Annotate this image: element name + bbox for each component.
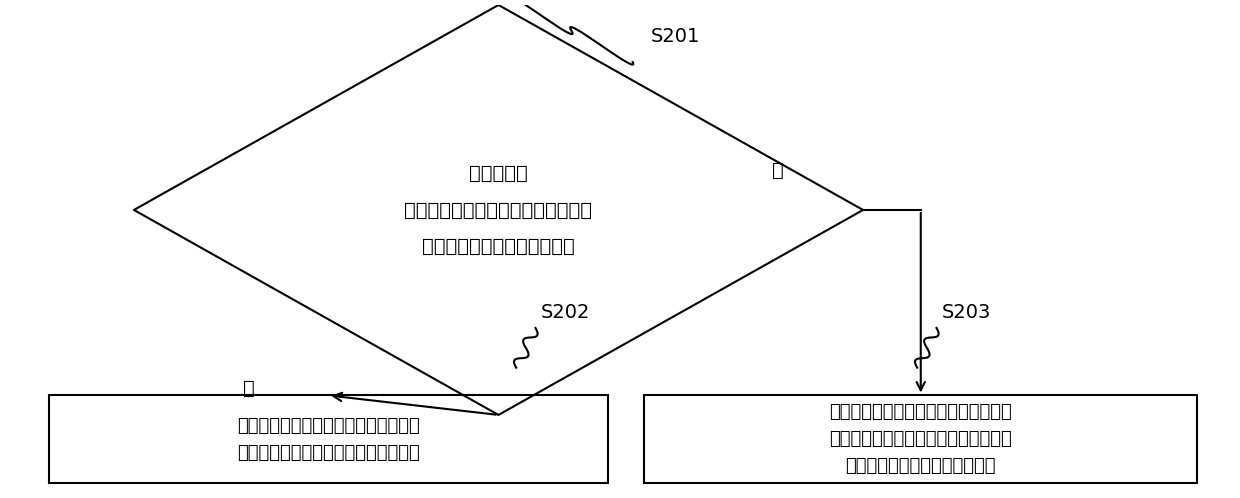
Text: 个音轨的数据发送给所述第一收听设备: 个音轨的数据发送给所述第一收听设备	[237, 444, 419, 462]
Text: 音轨对应的第一声音传输通道: 音轨对应的第一声音传输通道	[422, 237, 575, 256]
FancyBboxPatch shape	[645, 395, 1198, 483]
FancyBboxPatch shape	[48, 395, 608, 483]
Text: 是: 是	[243, 378, 255, 397]
Text: S203: S203	[942, 303, 992, 322]
Text: 判断当前的: 判断当前的	[469, 164, 528, 183]
Text: 创建所述第一声音传输通道，并通过所: 创建所述第一声音传输通道，并通过所	[830, 403, 1012, 421]
Text: S201: S201	[650, 27, 699, 46]
Text: 通过所述第一声音传输通道将所述下一: 通过所述第一声音传输通道将所述下一	[237, 417, 419, 435]
Text: 的数据发送给所述第一收听设备: 的数据发送给所述第一收听设备	[846, 457, 996, 475]
Text: 声音传输通道中是否存在所述下一个: 声音传输通道中是否存在所述下一个	[404, 201, 593, 220]
Text: 述第一声音传输通道将所述下一个音轨: 述第一声音传输通道将所述下一个音轨	[830, 430, 1012, 448]
Text: 否: 否	[773, 161, 784, 180]
Text: S202: S202	[541, 303, 590, 322]
